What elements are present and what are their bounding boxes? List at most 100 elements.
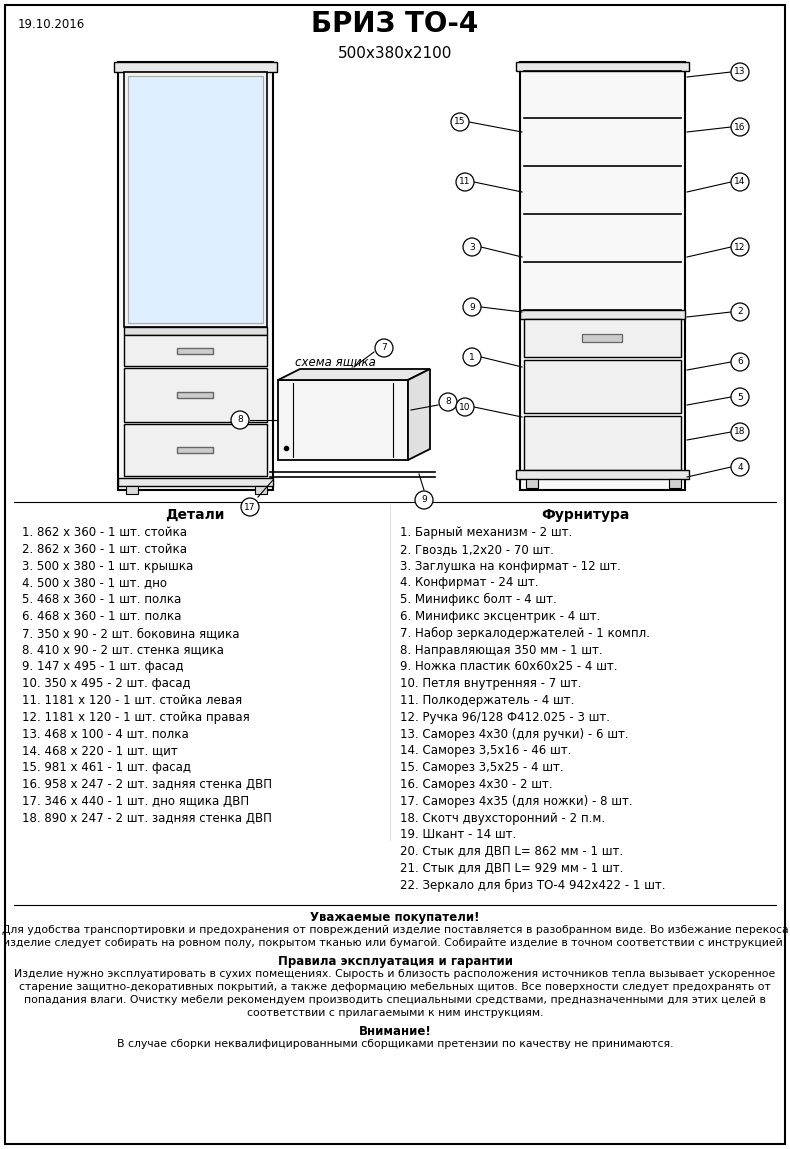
Bar — [124, 327, 267, 336]
Text: 18. Скотч двухсторонний - 2 п.м.: 18. Скотч двухсторонний - 2 п.м. — [400, 811, 605, 825]
Circle shape — [439, 393, 457, 411]
Text: 16: 16 — [734, 123, 746, 131]
Text: 13. 468 х 100 - 4 шт. полка: 13. 468 х 100 - 4 шт. полка — [22, 727, 189, 741]
Circle shape — [731, 353, 749, 371]
Text: изделие следует собирать на ровном полу, покрытом тканью или бумагой. Собирайте : изделие следует собирать на ровном полу,… — [3, 938, 787, 948]
Bar — [524, 319, 681, 357]
Text: 19.10.2016: 19.10.2016 — [18, 18, 85, 31]
Bar — [582, 334, 622, 342]
Circle shape — [463, 238, 481, 256]
Text: 8. Направляющая 350 мм - 1 шт.: 8. Направляющая 350 мм - 1 шт. — [400, 643, 603, 656]
Text: 15. 981 х 461 - 1 шт. фасад: 15. 981 х 461 - 1 шт. фасад — [22, 761, 191, 774]
Text: 18. 890 х 247 - 2 шт. задняя стенка ДВП: 18. 890 х 247 - 2 шт. задняя стенка ДВП — [22, 811, 272, 825]
Bar — [516, 62, 689, 71]
Circle shape — [463, 298, 481, 316]
Text: 1: 1 — [469, 353, 475, 362]
Text: 17. Саморез 4х35 (для ножки) - 8 шт.: 17. Саморез 4х35 (для ножки) - 8 шт. — [400, 795, 633, 808]
Bar — [520, 310, 685, 319]
Text: 12. Ручка 96/128 Ф412.025 - 3 шт.: 12. Ручка 96/128 Ф412.025 - 3 шт. — [400, 711, 610, 724]
Text: 10: 10 — [459, 402, 471, 411]
Text: 3. Заглушка на конфирмат - 12 шт.: 3. Заглушка на конфирмат - 12 шт. — [400, 560, 621, 572]
Text: 5. Минификс болт - 4 шт.: 5. Минификс болт - 4 шт. — [400, 593, 557, 607]
Text: Детали: Детали — [165, 508, 224, 522]
Bar — [118, 478, 273, 486]
Text: 5. 468 х 360 - 1 шт. полка: 5. 468 х 360 - 1 шт. полка — [22, 593, 181, 607]
Bar — [128, 76, 263, 323]
Text: 10. 350 х 495 - 2 шт. фасад: 10. 350 х 495 - 2 шт. фасад — [22, 677, 190, 691]
Bar — [516, 470, 689, 479]
Circle shape — [463, 348, 481, 367]
Text: 13: 13 — [734, 68, 746, 77]
Text: 14. 468 х 220 - 1 шт. щит: 14. 468 х 220 - 1 шт. щит — [22, 745, 178, 757]
Circle shape — [415, 491, 433, 509]
Text: 11. 1181 х 120 - 1 шт. стойка левая: 11. 1181 х 120 - 1 шт. стойка левая — [22, 694, 242, 707]
Text: В случае сборки неквалифицированными сборщиками претензии по качеству не принима: В случае сборки неквалифицированными сбо… — [117, 1039, 673, 1049]
Bar — [278, 380, 408, 460]
Circle shape — [731, 173, 749, 191]
Text: 16. Саморез 4х30 - 2 шт.: 16. Саморез 4х30 - 2 шт. — [400, 778, 553, 791]
Circle shape — [241, 498, 259, 516]
Text: Уважаемые покупатели!: Уважаемые покупатели! — [310, 911, 480, 924]
Text: 15: 15 — [454, 117, 466, 126]
Polygon shape — [408, 369, 430, 460]
Text: схема ящика: схема ящика — [295, 355, 375, 368]
Bar — [177, 392, 213, 399]
Text: 17. 346 х 440 - 1 шт. дно ящика ДВП: 17. 346 х 440 - 1 шт. дно ящика ДВП — [22, 795, 249, 808]
Text: 19. Шкант - 14 шт.: 19. Шкант - 14 шт. — [400, 828, 516, 841]
Text: 22. Зеркало для бриз ТО-4 942х422 - 1 шт.: 22. Зеркало для бриз ТО-4 942х422 - 1 шт… — [400, 879, 665, 892]
Text: 7. Набор зеркалодержателей - 1 компл.: 7. Набор зеркалодержателей - 1 компл. — [400, 627, 650, 640]
Circle shape — [731, 458, 749, 476]
Text: Фурнитура: Фурнитура — [541, 508, 629, 522]
Text: 2. 862 х 360 - 1 шт. стойка: 2. 862 х 360 - 1 шт. стойка — [22, 542, 187, 556]
Bar — [124, 424, 267, 476]
Circle shape — [451, 113, 469, 131]
Text: 11. Полкодержатель - 4 шт.: 11. Полкодержатель - 4 шт. — [400, 694, 574, 707]
Text: 21. Стык для ДВП L= 929 мм - 1 шт.: 21. Стык для ДВП L= 929 мм - 1 шт. — [400, 862, 623, 876]
Text: Изделие нужно эксплуатировать в сухих помещениях. Сырость и близость расположени: Изделие нужно эксплуатировать в сухих по… — [14, 969, 776, 979]
Circle shape — [731, 388, 749, 406]
Text: 13. Саморез 4х30 (для ручки) - 6 шт.: 13. Саморез 4х30 (для ручки) - 6 шт. — [400, 727, 629, 741]
Text: 14. Саморез 3,5х16 - 46 шт.: 14. Саморез 3,5х16 - 46 шт. — [400, 745, 571, 757]
Text: 20. Стык для ДВП L= 862 мм - 1 шт.: 20. Стык для ДВП L= 862 мм - 1 шт. — [400, 846, 623, 858]
Text: 15. Саморез 3,5х25 - 4 шт.: 15. Саморез 3,5х25 - 4 шт. — [400, 761, 563, 774]
Bar — [124, 72, 267, 327]
Text: 16. 958 х 247 - 2 шт. задняя стенка ДВП: 16. 958 х 247 - 2 шт. задняя стенка ДВП — [22, 778, 272, 791]
Bar — [669, 479, 681, 488]
Text: Для удобства транспортировки и предохранения от повреждений изделие поставляется: Для удобства транспортировки и предохран… — [2, 925, 788, 935]
Text: 3. 500 х 380 - 1 шт. крышка: 3. 500 х 380 - 1 шт. крышка — [22, 560, 194, 572]
Text: 2: 2 — [737, 308, 743, 316]
Text: 1. Барный механизм - 2 шт.: 1. Барный механизм - 2 шт. — [400, 526, 572, 539]
Text: 17: 17 — [244, 502, 256, 511]
Bar — [126, 486, 138, 494]
Text: 500х380х2100: 500х380х2100 — [338, 46, 452, 61]
Text: 7: 7 — [381, 344, 387, 353]
Text: 18: 18 — [734, 427, 746, 437]
Text: 2. Гвоздь 1,2х20 - 70 шт.: 2. Гвоздь 1,2х20 - 70 шт. — [400, 542, 554, 556]
Text: попадания влаги. Очистку мебели рекомендуем производить специальными средствами,: попадания влаги. Очистку мебели рекоменд… — [24, 995, 766, 1005]
Text: 7. 350 х 90 - 2 шт. боковина ящика: 7. 350 х 90 - 2 шт. боковина ящика — [22, 627, 239, 640]
Circle shape — [375, 339, 393, 357]
Bar — [255, 486, 267, 494]
Text: 11: 11 — [459, 177, 471, 186]
Bar — [526, 479, 538, 488]
Bar — [520, 62, 685, 489]
Text: 9: 9 — [469, 302, 475, 311]
Circle shape — [731, 63, 749, 80]
Text: 4: 4 — [737, 463, 743, 471]
Text: 5: 5 — [737, 393, 743, 401]
Text: 8: 8 — [237, 416, 243, 424]
Circle shape — [456, 173, 474, 191]
Bar — [114, 62, 277, 72]
Text: 12. 1181 х 120 - 1 шт. стойка правая: 12. 1181 х 120 - 1 шт. стойка правая — [22, 711, 250, 724]
Polygon shape — [278, 369, 430, 380]
Text: 12: 12 — [735, 242, 746, 252]
Bar — [118, 62, 273, 489]
Bar — [524, 360, 681, 412]
Text: Правила эксплуатация и гарантии: Правила эксплуатация и гарантии — [277, 955, 513, 967]
Bar — [177, 348, 213, 354]
Text: БРИЗ ТО-4: БРИЗ ТО-4 — [311, 10, 479, 38]
Bar — [124, 336, 267, 367]
Text: 6. 468 х 360 - 1 шт. полка: 6. 468 х 360 - 1 шт. полка — [22, 610, 182, 623]
Bar — [177, 447, 213, 453]
Circle shape — [731, 118, 749, 136]
